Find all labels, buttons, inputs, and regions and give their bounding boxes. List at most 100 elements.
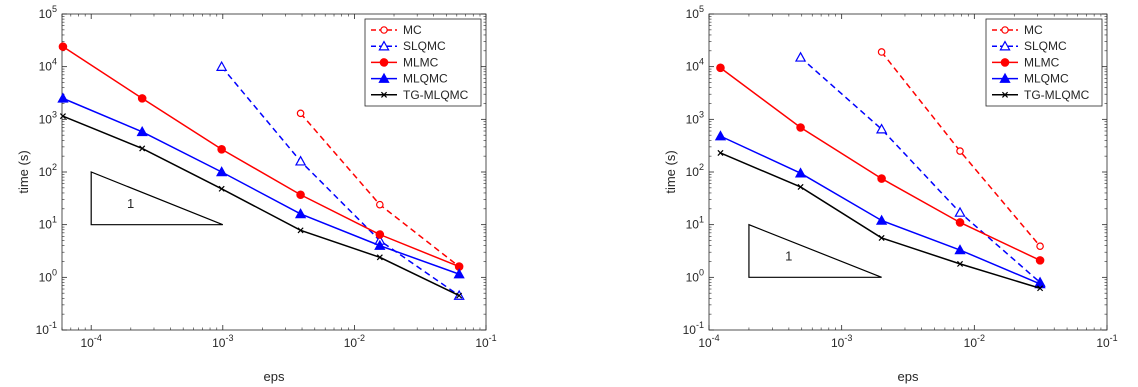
- series-line: [221, 66, 460, 297]
- slope-label: 1: [785, 248, 792, 263]
- y-tick-label: 103: [686, 109, 704, 126]
- x-axis-label: eps: [264, 369, 285, 384]
- data-point-shape: [1036, 242, 1044, 251]
- series-line: [62, 46, 460, 268]
- y-tick-label: 10-1: [36, 320, 57, 337]
- data-point: [294, 155, 307, 166]
- data-point-shape: [794, 51, 807, 62]
- data-point-stroke-b: [1037, 285, 1044, 292]
- major-ticks: [708, 13, 1108, 331]
- data-point-shape: [58, 42, 68, 51]
- y-axis-label: time (s): [663, 150, 678, 193]
- y-tick-label: 105: [686, 4, 704, 21]
- data-point-shape: [294, 155, 307, 166]
- data-point-stroke-b: [297, 227, 304, 234]
- legend-marker: [380, 91, 388, 98]
- data-point: [954, 244, 966, 255]
- data-point: [296, 109, 305, 118]
- x-tick-label: 10-1: [1096, 333, 1117, 350]
- data-point-shape: [374, 239, 386, 250]
- legend-marker: [378, 40, 390, 51]
- minor-ticks: [709, 14, 1107, 330]
- data-point: [58, 42, 68, 51]
- data-point-stroke-b: [139, 145, 146, 152]
- data-point: [216, 166, 228, 177]
- data-point: [1037, 285, 1044, 292]
- data-point-shape: [296, 190, 305, 200]
- x-tick-label: 10-1: [475, 333, 496, 350]
- legend-marker: [999, 40, 1011, 51]
- data-point: [57, 92, 69, 103]
- data-point-shape: [1035, 256, 1045, 265]
- y-tick-label: 102: [686, 162, 704, 179]
- legend-label: MLQMC: [1024, 72, 1069, 86]
- data-point-shape: [217, 144, 226, 154]
- data-point-shape: [137, 94, 147, 103]
- data-point-stroke-b: [59, 113, 66, 120]
- x-tick-label: 10-2: [344, 333, 365, 350]
- y-tick-label: 105: [39, 4, 57, 21]
- legend-marker-stroke-b: [380, 91, 388, 98]
- data-point-shape: [794, 167, 807, 178]
- data-point: [453, 268, 465, 279]
- data-point-shape: [877, 174, 886, 183]
- data-point-stroke-b: [717, 149, 724, 156]
- data-point-stroke-b: [218, 185, 225, 192]
- legend-label: MLMC: [1024, 55, 1060, 69]
- series-line: [62, 97, 460, 275]
- right-chart: 10-4 10-3 10-2 10-1 10-1 100 101 102 103 104 105 ep…: [663, 4, 1118, 384]
- data-point-shape: [296, 109, 305, 118]
- data-point: [714, 130, 727, 141]
- x-tick-label: 10-2: [964, 333, 985, 350]
- y-tick-label: 101: [39, 215, 57, 232]
- data-point-shape: [954, 244, 966, 255]
- data-point: [137, 94, 147, 103]
- data-point: [954, 206, 966, 217]
- data-point: [955, 218, 965, 227]
- data-point: [296, 190, 305, 200]
- data-point-stroke-b: [878, 234, 885, 241]
- slope-triangle: [748, 223, 882, 278]
- data-point: [375, 230, 385, 239]
- y-axis-label: time (s): [16, 150, 31, 193]
- data-point-shape: [716, 63, 725, 73]
- major-ticks: [62, 13, 487, 331]
- legend-marker: [1001, 26, 1009, 34]
- data-point-shape: [714, 130, 727, 141]
- legend-marker: [378, 72, 390, 83]
- data-point: [716, 63, 725, 73]
- data-point: [376, 200, 384, 209]
- data-point: [136, 125, 148, 137]
- series-tg-mlqmc: [59, 113, 463, 299]
- series-tg-mlqmc: [717, 149, 1044, 292]
- data-point-shape: [453, 268, 465, 279]
- data-point: [956, 260, 964, 267]
- data-point: [374, 239, 386, 250]
- data-point: [456, 292, 463, 299]
- data-point: [875, 214, 888, 225]
- data-point-shape: [954, 206, 966, 217]
- legend-label: MLQMC: [403, 72, 448, 86]
- data-point: [878, 234, 885, 241]
- data-point: [376, 254, 383, 261]
- x-tick-label: 10-3: [831, 333, 852, 350]
- data-point: [218, 185, 225, 192]
- data-point-shape: [956, 147, 964, 155]
- data-point: [877, 174, 886, 183]
- left-chart: 10-4 10-3 10-2 10-1 10-1 100 101 102 103 104 105 ep…: [16, 4, 497, 384]
- y-tick-label: 10-1: [683, 320, 704, 337]
- data-point: [216, 60, 228, 71]
- data-point-shape: [877, 48, 886, 56]
- data-point: [139, 145, 146, 152]
- data-point: [956, 147, 964, 155]
- legend-marker-shape: [378, 72, 390, 83]
- data-point-stroke-b: [456, 292, 463, 299]
- data-point-shape: [136, 125, 148, 137]
- legend-marker: [999, 72, 1011, 83]
- data-point-shape: [875, 214, 888, 225]
- data-point-stroke-b: [376, 254, 383, 261]
- y-tick-label: 100: [686, 267, 704, 284]
- data-point: [1035, 256, 1045, 265]
- y-tick-label: 102: [39, 162, 57, 179]
